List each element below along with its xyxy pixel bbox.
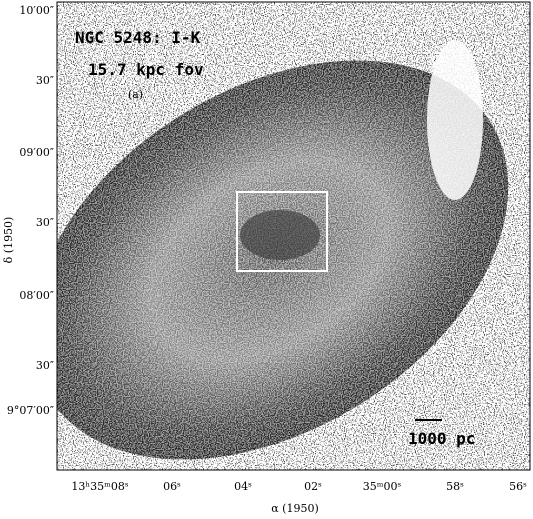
x-tick-label: 04ˢ — [234, 480, 252, 493]
subtitle: 15.7 kpc fov — [88, 60, 204, 79]
y-tick-label: 09′00″ — [19, 146, 54, 159]
y-tick-label: 08′00″ — [19, 289, 54, 302]
panel-label: (a) — [128, 88, 143, 101]
x-tick-label: 13ʰ35ᵐ08ˢ — [71, 480, 128, 493]
title: NGC 5248: I-K — [75, 28, 201, 47]
y-tick-label: 9°07′00″ — [7, 404, 54, 417]
zoom-box — [236, 191, 328, 272]
y-axis-label: δ (1950) — [2, 217, 15, 264]
x-axis-label: α (1950) — [271, 502, 319, 515]
x-tick-label: 02ˢ — [304, 480, 322, 493]
x-tick-label: 35ᵐ00ˢ — [363, 480, 402, 493]
x-tick-label: 56ˢ — [509, 480, 527, 493]
y-tick-label: 10′00″ — [19, 4, 54, 17]
scale-bar-label: 1000 pc — [408, 429, 475, 448]
x-tick-label: 58ˢ — [446, 480, 464, 493]
x-tick-label: 06ˢ — [163, 480, 181, 493]
y-tick-label: 30″ — [36, 216, 54, 229]
y-tick-label: 30″ — [36, 359, 54, 372]
y-tick-label: 30″ — [36, 74, 54, 87]
